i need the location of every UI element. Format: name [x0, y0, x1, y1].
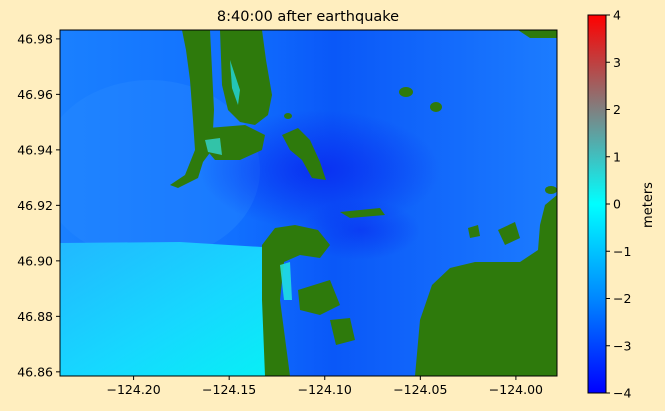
- y-tick-label: 46.92: [17, 198, 53, 213]
- land-north-peninsula: [170, 30, 214, 188]
- colorbar-tick-label: 4: [613, 8, 621, 23]
- y-tick-label: 46.86: [17, 364, 53, 379]
- land-north-interior: [220, 30, 272, 125]
- land-northeast-tip: [518, 30, 557, 38]
- land-south-spit: [262, 225, 330, 376]
- heatmap-field: [60, 30, 557, 376]
- land-east-islet-small: [468, 225, 480, 238]
- y-tick-label: 46.98: [17, 31, 53, 46]
- y-tick-label: 46.90: [17, 253, 53, 268]
- colorbar-tick-label: 1: [613, 149, 621, 164]
- x-tick-label: −124.15: [202, 382, 256, 397]
- land-sandbar: [340, 208, 385, 218]
- x-tick-label: −124.05: [393, 382, 447, 397]
- x-axis: −124.20 −124.15 −124.10 −124.05 −124.00: [106, 376, 543, 397]
- shore-accent-north: [230, 60, 240, 105]
- colorbar-tick-label: −4: [613, 386, 631, 401]
- colorbar-axis: −4 −3 −2 −1 0 1 2 3 4: [606, 8, 631, 401]
- islet-d: [545, 186, 557, 194]
- chart-title: 8:40:00 after earthquake: [217, 9, 399, 25]
- plot-frame: [59, 29, 558, 377]
- x-tick-label: −124.00: [489, 382, 543, 397]
- land-channel-island: [282, 128, 326, 180]
- y-tick-label: 46.94: [17, 142, 53, 157]
- land-southeast: [415, 195, 557, 376]
- colorbar: [587, 14, 607, 394]
- shallow-region: [60, 242, 290, 376]
- x-tick-label: −124.10: [298, 382, 352, 397]
- colorbar-tick-label: 3: [613, 55, 621, 70]
- islet-b: [430, 102, 442, 112]
- islet-c: [284, 113, 292, 119]
- colorbar-tick-label: 0: [613, 197, 621, 212]
- colorbar-label: meters: [641, 182, 656, 228]
- land-east-islet: [498, 222, 520, 245]
- colorbar-tick-label: −2: [613, 291, 631, 306]
- colorbar-tick-label: 2: [613, 102, 621, 117]
- colorbar-tick-label: −1: [613, 244, 631, 259]
- y-axis: 46.86 46.88 46.90 46.92 46.94 46.96 46.98: [17, 31, 60, 379]
- land-south-inner: [298, 280, 340, 315]
- y-tick-label: 46.96: [17, 87, 53, 102]
- land-south-islet: [330, 318, 355, 345]
- islet-a: [399, 87, 413, 97]
- x-tick-label: −124.20: [106, 382, 160, 397]
- y-tick-label: 46.88: [17, 309, 53, 324]
- shore-accent-spit: [205, 138, 222, 155]
- shore-accent-south: [280, 262, 292, 300]
- colorbar-tick-label: −3: [613, 338, 631, 353]
